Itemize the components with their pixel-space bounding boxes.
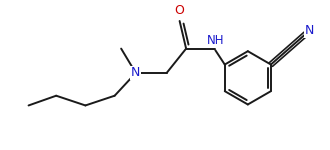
Text: NH: NH [207, 34, 224, 47]
Text: O: O [175, 4, 184, 17]
Text: N: N [305, 24, 314, 37]
Text: N: N [131, 66, 141, 80]
